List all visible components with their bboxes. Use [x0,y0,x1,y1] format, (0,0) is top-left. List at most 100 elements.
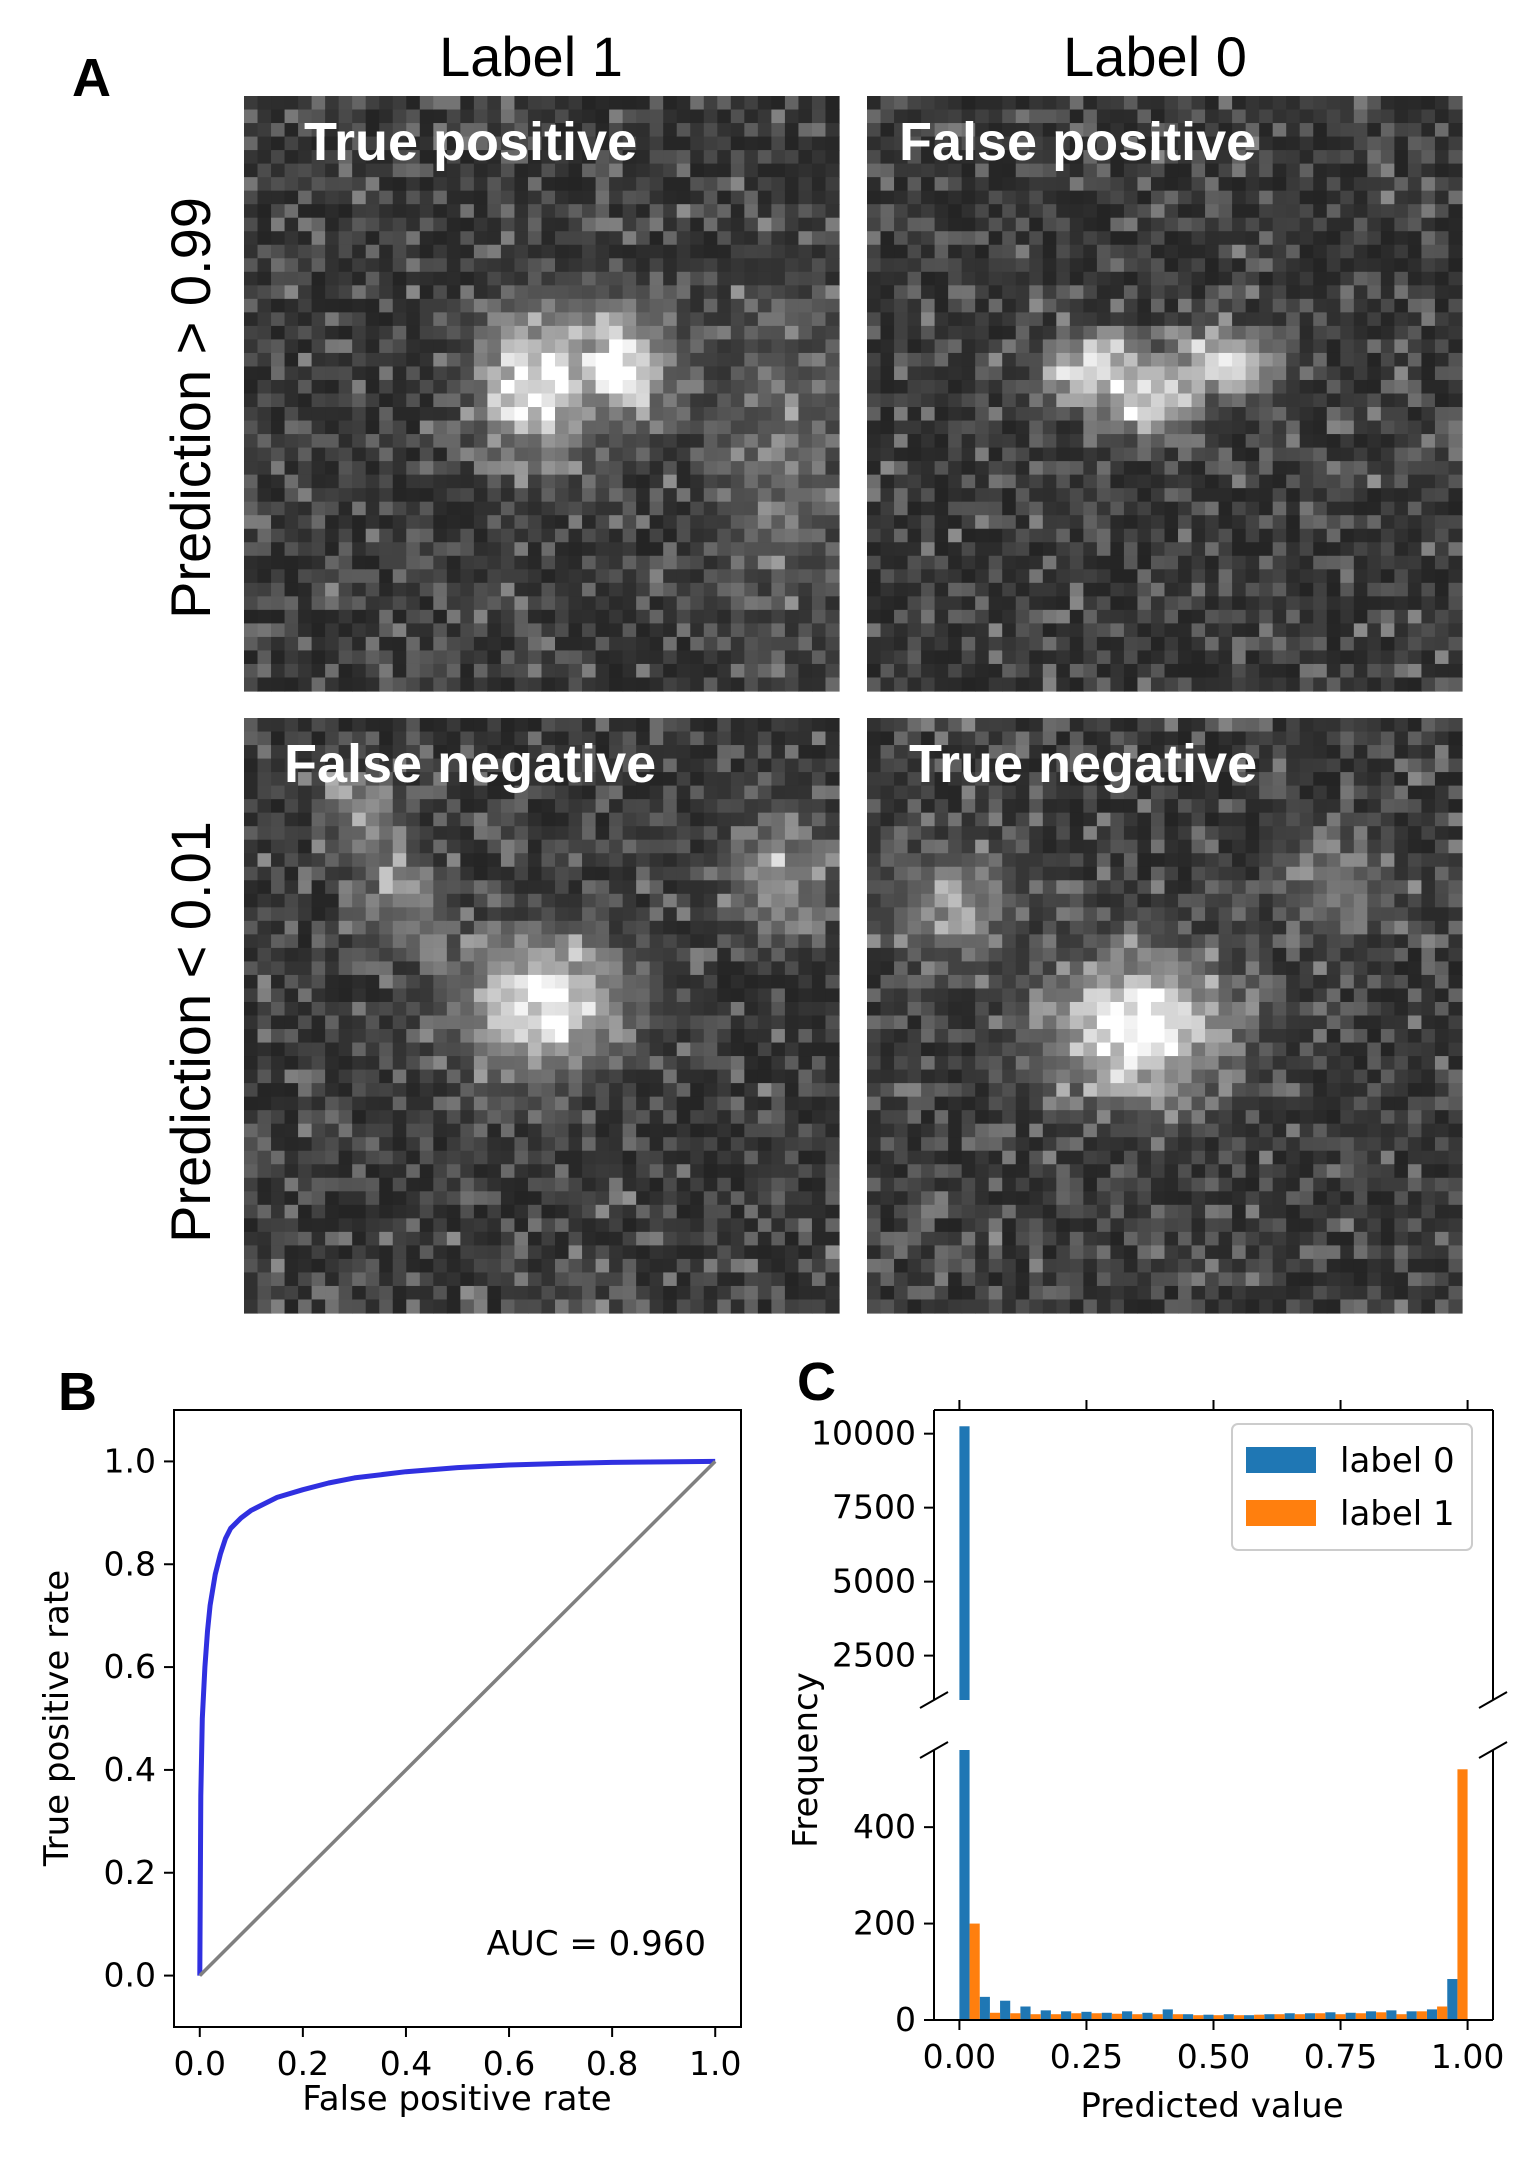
image-pixel [676,528,691,543]
image-pixel [1015,393,1030,408]
image-pixel [500,1042,516,1057]
image-pixel [406,799,421,814]
image-pixel [244,528,259,543]
image-pixel [392,190,407,205]
image-pixel [473,488,489,503]
image-pixel [298,1015,313,1030]
image-pixel [975,177,990,192]
image-pixel [1002,393,1017,408]
image-pixel [379,988,394,1003]
image-pixel [1326,555,1341,570]
image-pixel [934,636,949,652]
image-pixel [568,177,583,192]
image-pixel [1394,663,1409,679]
image-pixel [1056,204,1071,219]
image-pixel [784,650,800,665]
image-pixel [541,96,556,111]
image-pixel [325,920,340,935]
image-pixel [271,204,286,219]
image-pixel [433,1042,448,1057]
image-pixel [622,177,637,192]
image-pixel [595,501,610,516]
image-pixel [880,582,895,597]
image-pixel [271,1110,286,1125]
image-pixel [1069,393,1084,408]
image-pixel [1178,407,1193,422]
image-pixel [298,123,313,138]
image-pixel [988,285,1003,300]
image-pixel [406,434,421,449]
image-pixel [730,271,745,286]
image-pixel [1232,312,1247,327]
image-pixel [541,474,556,489]
image-pixel [961,447,976,462]
image-pixel [433,244,448,259]
image-pixel [365,1245,380,1260]
image-pixel [1150,488,1166,503]
image-pixel [907,150,922,165]
image-pixel [460,582,475,597]
image-pixel [1353,379,1368,395]
image-pixel [1164,528,1179,543]
image-pixel [1434,393,1450,408]
image-pixel [419,393,434,408]
image-pixel [500,1096,516,1111]
image-pixel [555,1164,570,1179]
image-pixel [1123,96,1139,111]
image-pixel [1367,217,1382,232]
image-pixel [1150,663,1166,679]
image-pixel [1313,244,1328,259]
image-pixel [1205,231,1220,246]
image-pixel [1232,177,1247,192]
image-pixel [1042,461,1057,476]
image-pixel [1394,96,1409,111]
image-pixel [555,244,570,259]
image-pixel [365,772,380,787]
image-pixel [433,1029,448,1044]
image-pixel [1434,352,1450,368]
image-pixel [663,663,678,679]
image-pixel [555,1083,570,1098]
image-pixel [555,718,570,733]
image-pixel [473,731,489,746]
image-pixel [609,407,624,422]
image-pixel [257,988,272,1003]
image-pixel [676,677,691,692]
image-pixel [1137,244,1152,259]
image-pixel [921,407,936,422]
image-pixel [1448,231,1463,246]
image-pixel [1015,474,1030,489]
image-pixel [460,650,475,665]
image-pixel [663,650,678,665]
image-pixel [1421,569,1436,584]
image-pixel [1353,366,1368,381]
image-pixel [934,501,949,516]
image-pixel [703,501,718,516]
image-pixel [1029,258,1044,273]
image-pixel [284,1083,299,1098]
image-pixel [757,285,772,300]
image-pixel [744,379,759,395]
image-pixel [568,352,583,368]
image-pixel [663,528,678,543]
image-pixel [352,96,367,111]
image-pixel [527,150,543,165]
image-pixel [419,1150,434,1165]
image-pixel [514,609,529,624]
image-pixel [1178,393,1193,408]
image-pixel [609,555,624,570]
image-pixel [609,325,624,341]
image-pixel [379,1069,394,1084]
image-pixel [961,244,976,259]
image-pixel [352,1231,367,1246]
image-pixel [338,920,353,935]
panel-a: A Label 1 Label 0 Prediction > 0.99 Pred… [72,25,1463,1314]
image-pixel [1110,461,1125,476]
image-pixel [365,1218,380,1233]
image-pixel [298,1123,313,1138]
image-pixel [365,826,380,841]
image-pixel [473,542,489,557]
image-pixel [1042,244,1057,259]
image-pixel [433,379,448,395]
image-pixel [1394,136,1409,151]
